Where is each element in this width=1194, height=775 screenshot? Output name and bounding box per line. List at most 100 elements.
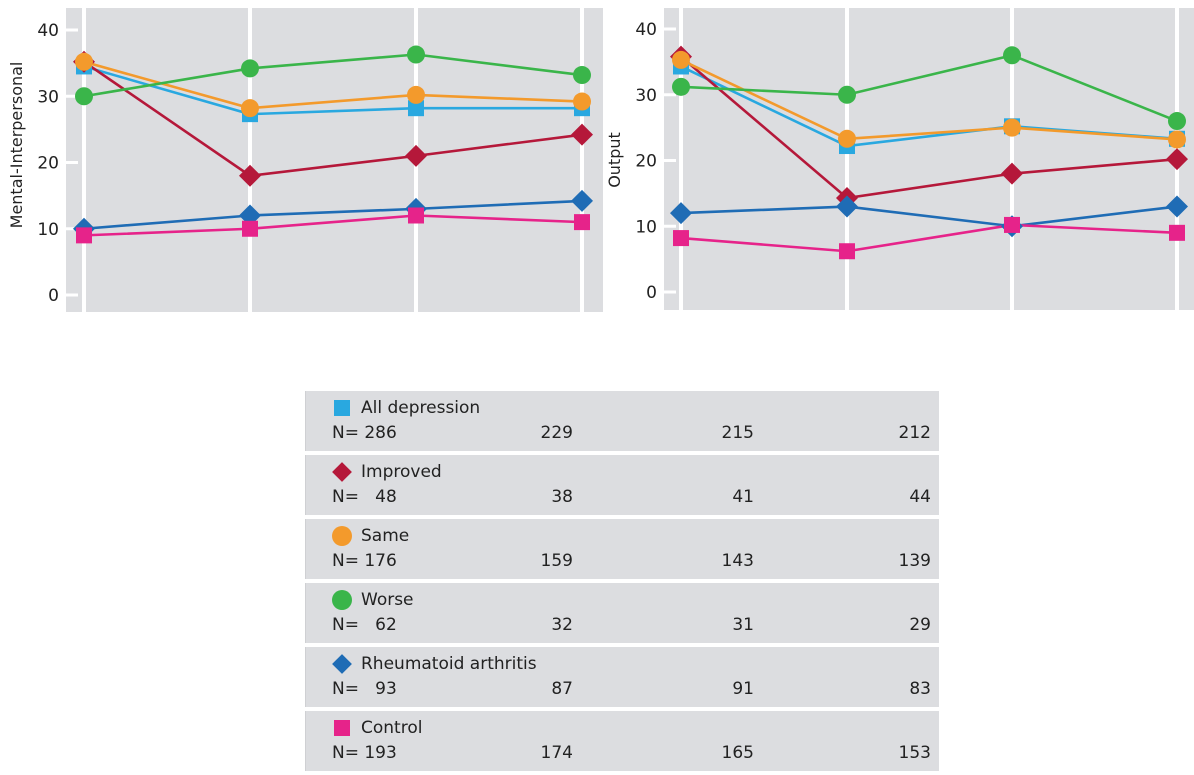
legend-label: Improved [361, 462, 442, 482]
chart-left-ylabel: Mental-Interpersonal [7, 62, 26, 229]
chart-right-point-improved [1166, 148, 1188, 171]
chart-left-ytick-label: 20 [37, 154, 59, 174]
legend-count: 139 [898, 551, 931, 571]
chart-right-line-rheumatoid-arthritis [680, 205, 1178, 228]
chart-left-ytick-label: 40 [37, 21, 59, 41]
chart-left-point-worse [407, 45, 425, 64]
legend-count: 212 [898, 423, 931, 443]
chart-left-point-control [76, 227, 92, 244]
chart-left-ytick-label: 0 [48, 286, 59, 306]
chart-left-line-control [83, 214, 583, 237]
chart-right-point-improved [1001, 162, 1023, 185]
legend-count: 215 [721, 423, 754, 443]
legend-marker-circle [332, 590, 352, 610]
chart-left-line-all-depression [83, 65, 582, 116]
legend-count: 165 [721, 743, 754, 763]
chart-right-point-control [839, 243, 855, 260]
chart-right-point-worse [838, 85, 856, 104]
legend-n-label: N= 48 [332, 487, 397, 507]
chart-left-line-same [83, 60, 583, 110]
chart-right-point-same [1168, 130, 1186, 149]
chart-right-point-same [672, 50, 690, 69]
legend-n-label: N= 286 [332, 423, 397, 443]
chart-right-point-control [1004, 216, 1020, 233]
legend-count: 153 [898, 743, 931, 763]
legend-n-label: N= 193 [332, 743, 397, 763]
legend-entry: Rheumatoid arthritis [332, 651, 537, 677]
chart-left-point-improved [571, 123, 593, 146]
legend-row-same: Same N= 176 159 143 139 [305, 519, 939, 579]
chart-left-ytick-label: 10 [37, 220, 59, 240]
legend-label: Rheumatoid arthritis [361, 654, 537, 674]
chart-right-point-worse [1168, 112, 1186, 131]
legend-row-worse: Worse N= 62 32 31 29 [305, 583, 939, 643]
chart-right-point-control [1169, 224, 1185, 241]
chart-left-point-same [573, 92, 591, 111]
chart-left-point-same [407, 85, 425, 104]
chart-left-point-control [574, 214, 590, 231]
chart-right-ytick-label: 30 [635, 86, 657, 106]
legend-marker-circle [332, 526, 352, 546]
legend-count: 38 [551, 487, 573, 507]
legend-count: 83 [909, 679, 931, 699]
legend-count: 44 [909, 487, 931, 507]
chart-right-point-control [673, 230, 689, 247]
legend-count: 32 [551, 615, 573, 635]
chart-left-point-improved [239, 164, 261, 187]
chart-right-line-improved [680, 55, 1178, 200]
chart-left-point-control [242, 220, 258, 237]
chart-left-point-all-depression [408, 100, 424, 117]
chart-right-point-same [838, 129, 856, 148]
legend-count: 229 [540, 423, 573, 443]
chart-left-line-rheumatoid-arthritis [83, 199, 583, 231]
chart-right-point-rheumatoid-arthritis [836, 195, 858, 218]
legend-n-label: N= 93 [332, 679, 397, 699]
legend-count: 174 [540, 743, 573, 763]
chart-right-line-control [680, 223, 1178, 253]
legend-row-improved: Improved N= 48 38 41 44 [305, 455, 939, 515]
chart-left-point-control [408, 207, 424, 224]
chart-right-line-worse [680, 53, 1178, 123]
legend-entry: Same [332, 523, 409, 549]
chart-right-ytick-label: 0 [646, 283, 657, 303]
legend-entry: All depression [332, 395, 480, 421]
chart-left-point-improved [405, 144, 427, 167]
chart-right-point-worse [1003, 46, 1021, 65]
chart-left-point-same [241, 99, 259, 118]
chart-right-ytick-label: 10 [635, 217, 657, 237]
chart-right-point-rheumatoid-arthritis [1166, 195, 1188, 218]
legend-row-all-depression: All depression N= 286 229 215 212 [305, 391, 939, 451]
legend-count: 29 [909, 615, 931, 635]
legend-count: 41 [732, 487, 754, 507]
legend-count: 91 [732, 679, 754, 699]
legend-entry: Worse [332, 587, 414, 613]
legend-n-label: N= 62 [332, 615, 397, 635]
legend-marker-square [332, 398, 352, 418]
chart-right-line-same [680, 58, 1178, 141]
chart-left-line-worse [83, 53, 583, 98]
legend-marker-diamond [332, 654, 352, 674]
chart-left-point-worse [573, 66, 591, 85]
legend-count: 143 [721, 551, 754, 571]
chart-left-plot-area [66, 8, 603, 312]
chart-right-point-rheumatoid-arthritis [670, 202, 692, 225]
legend-table: All depression N= 286 229 215 212 Improved N= … [305, 391, 939, 775]
legend-row-rheumatoid-arthritis: Rheumatoid arthritis N= 93 87 91 83 [305, 647, 939, 707]
chart-right-plot-area [664, 8, 1194, 310]
chart-right: 0 10 20 30 40 Output [605, 8, 1194, 310]
legend-count: 87 [551, 679, 573, 699]
legend-count: 31 [732, 615, 754, 635]
legend-label: Control [361, 718, 423, 738]
legend-label: Same [361, 526, 410, 546]
legend-row-control: Control N= 193 174 165 153 [305, 711, 939, 771]
legend-label: Worse [361, 590, 414, 610]
chart-right-point-same [1003, 118, 1021, 137]
chart-left-point-rheumatoid-arthritis [571, 189, 593, 212]
chart-left: 0 10 20 30 40 Mental-Interpersonal [7, 8, 603, 312]
legend-n-label: N= 176 [332, 551, 397, 571]
chart-right-ylabel: Output [605, 132, 624, 188]
chart-right-ytick-label: 40 [635, 20, 657, 40]
legend-count: 159 [540, 551, 573, 571]
legend-marker-square [332, 718, 352, 738]
legend-label: All depression [361, 398, 481, 418]
